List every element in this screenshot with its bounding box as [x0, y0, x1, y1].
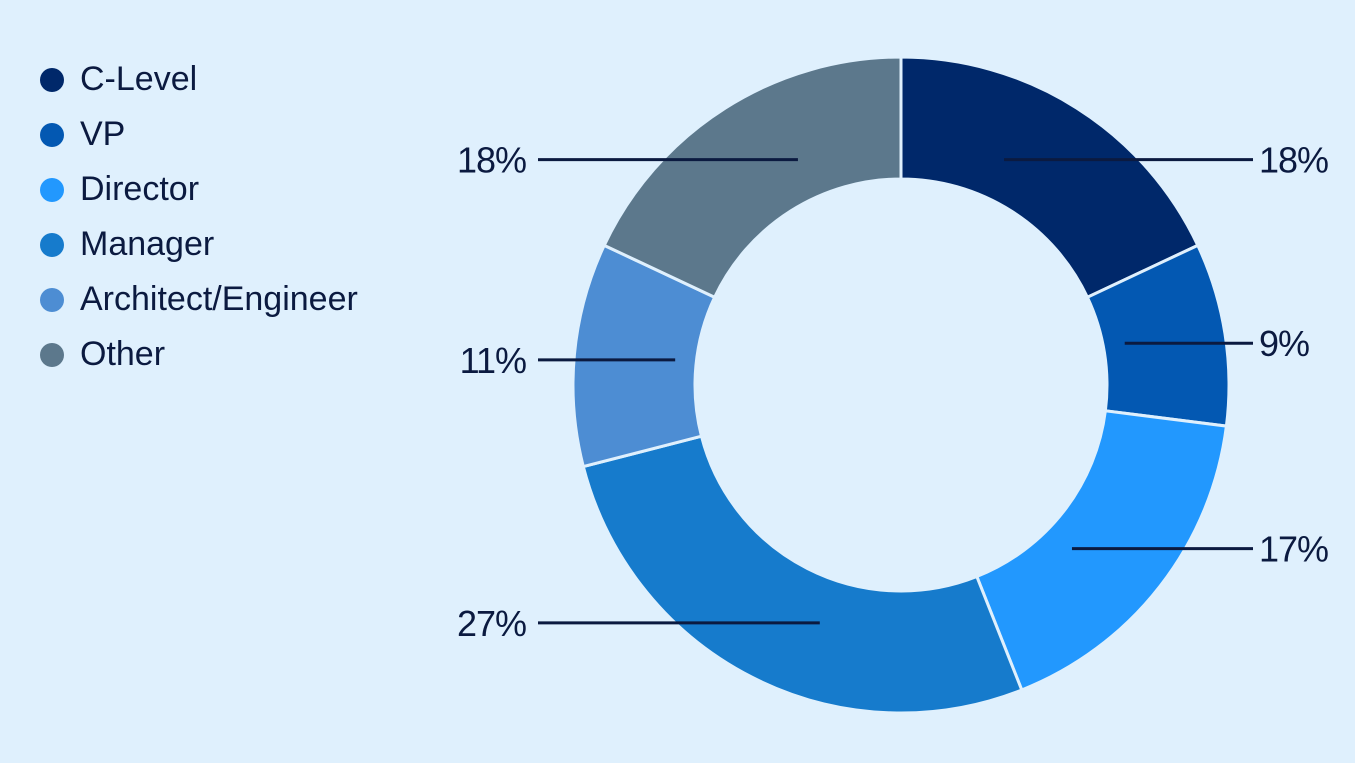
legend-label: C-Level — [80, 60, 198, 98]
legend-label: Architect/Engineer — [80, 280, 358, 318]
data-label: 27% — [457, 603, 526, 644]
donut-slice — [602, 55, 903, 300]
data-label: 11% — [460, 340, 526, 381]
legend-label: Other — [80, 335, 166, 373]
donut-slice — [974, 409, 1229, 692]
legend-swatch — [40, 122, 64, 147]
legend-item: VP — [40, 107, 358, 162]
legend-swatch — [40, 342, 64, 367]
donut-slice — [581, 434, 1024, 715]
legend-label: VP — [80, 115, 126, 153]
data-label: 18% — [1259, 140, 1328, 181]
donut-slice — [899, 55, 1200, 300]
legend-swatch — [40, 177, 64, 202]
legend-swatch — [40, 287, 64, 312]
legend-item: Architect/Engineer — [40, 272, 358, 327]
legend-item: Other — [40, 327, 358, 382]
legend-label: Director — [80, 170, 200, 208]
legend-swatch — [40, 67, 64, 92]
legend-item: C-Level — [40, 52, 358, 107]
legend-item: Manager — [40, 217, 358, 272]
data-label: 9% — [1259, 323, 1309, 364]
legend-swatch — [40, 232, 64, 257]
chart-legend: C-Level VP Director Manager Architect/Engine… — [40, 52, 358, 382]
legend-label: Manager — [80, 225, 215, 263]
legend-item: Director — [40, 162, 358, 217]
data-label: 17% — [1259, 529, 1328, 570]
data-label: 18% — [457, 140, 526, 181]
